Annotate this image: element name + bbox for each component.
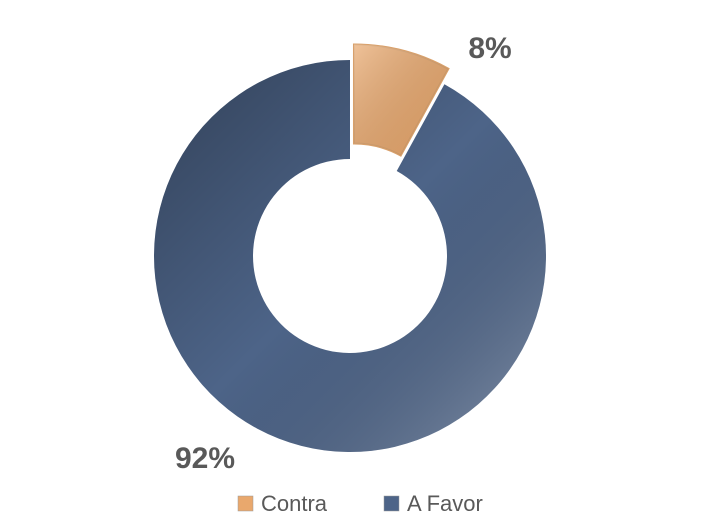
legend-label: Contra bbox=[261, 491, 328, 516]
legend-swatch bbox=[237, 495, 254, 512]
legend-swatch bbox=[383, 495, 400, 512]
data-label: 8% bbox=[468, 32, 511, 65]
legend-label: A Favor bbox=[407, 491, 483, 516]
slice bbox=[153, 60, 546, 452]
data-label: 92% bbox=[175, 442, 235, 475]
